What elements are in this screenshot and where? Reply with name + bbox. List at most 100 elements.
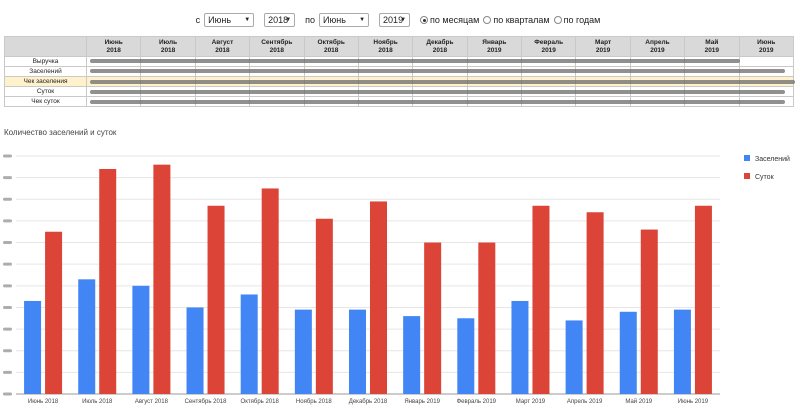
redaction-scribble	[90, 69, 785, 73]
column-month: Апрель	[645, 38, 670, 46]
redaction-scribble	[90, 100, 785, 104]
bar-zaselenii	[186, 307, 204, 394]
y-tick-redacted	[3, 176, 12, 180]
row-label: Заселений	[4, 66, 87, 77]
chevron-down-icon: ▼	[359, 17, 366, 23]
column-year: 2018	[215, 46, 230, 54]
chart-title: Количество заселений и суток	[4, 128, 117, 137]
from-year-select[interactable]: 2018 ▼	[264, 13, 296, 27]
row-label: Чек суток	[4, 96, 87, 107]
y-tick-redacted	[3, 241, 12, 245]
bar-zaselenii	[565, 320, 583, 394]
legend-swatch	[744, 155, 750, 161]
bar-sutok	[478, 242, 496, 394]
x-tick-label: Май 2019	[625, 398, 652, 405]
x-tick-label: Июнь 2018	[28, 399, 59, 405]
to-month-select[interactable]: Июнь ▼	[319, 13, 370, 27]
column-month: Ноябрь	[373, 38, 398, 46]
column-month: Сентябрь	[261, 38, 293, 46]
column-month: Июнь	[757, 38, 776, 46]
column-header: Январь 2019	[466, 36, 523, 57]
to-year-value: 2019	[383, 15, 404, 25]
x-tick-label: Сентябрь 2018	[185, 399, 228, 405]
chevron-down-icon: ▼	[400, 17, 407, 23]
bar-sutok	[370, 201, 387, 394]
column-year: 2018	[378, 46, 393, 54]
bar-sutok	[424, 242, 442, 394]
column-month: Декабрь	[426, 38, 454, 46]
x-tick-label: Июнь 2019	[678, 399, 709, 405]
bar-sutok	[261, 188, 279, 394]
column-month: Март	[594, 38, 612, 46]
summary-header-row: Июнь 2018 Июль 2018 Август 2018 Сентябрь 2018 Ок…	[4, 36, 794, 57]
x-tick-label: Февраль 2019	[457, 399, 497, 405]
column-month: Август	[211, 38, 234, 46]
x-tick-label: Август 2018	[135, 399, 169, 405]
y-tick-redacted	[3, 219, 12, 223]
column-header: Октябрь 2018	[303, 36, 359, 57]
column-year: 2018	[323, 46, 339, 54]
mode-radio-monthly[interactable]: по месяцам	[420, 15, 479, 25]
mode-radio-yearly[interactable]: по годам	[553, 15, 601, 25]
y-tick-redacted	[3, 305, 12, 309]
x-tick-label: Октябрь 2018	[241, 399, 280, 405]
bar-zaselenii	[457, 318, 475, 394]
legend-swatch	[744, 173, 750, 179]
column-header: Август 2018	[194, 36, 251, 57]
bar-zaselenii	[78, 279, 96, 394]
column-header: Июнь 2018	[85, 36, 142, 57]
bar-sutok	[586, 212, 604, 394]
column-year: 2019	[704, 46, 720, 54]
y-tick-redacted	[3, 327, 12, 331]
bar-sutok	[532, 205, 550, 394]
y-tick-redacted	[3, 370, 12, 374]
to-year-select[interactable]: 2019 ▼	[379, 13, 411, 27]
column-month: Февраль	[534, 38, 564, 46]
column-year: 2019	[541, 46, 556, 54]
chevron-down-icon: ▼	[244, 17, 251, 23]
column-year: 2019	[487, 46, 502, 54]
bar-sutok	[694, 205, 712, 394]
radio-selected-icon	[420, 16, 429, 24]
column-year: 2019	[595, 46, 611, 54]
bar-zaselenii	[511, 300, 529, 394]
column-year: 2018	[432, 46, 448, 54]
redacted-cell	[738, 56, 794, 67]
bar-sutok	[315, 218, 333, 394]
from-month-select[interactable]: Июнь ▼	[204, 13, 255, 27]
row-label: Чек заселения	[4, 76, 87, 87]
column-month: Октябрь	[317, 38, 345, 46]
radio-icon	[553, 16, 562, 24]
column-year: 2019	[650, 46, 665, 54]
y-tick-redacted	[3, 349, 12, 353]
redaction-scribble	[90, 80, 795, 84]
to-label: по	[305, 15, 316, 25]
column-header: Декабрь 2018	[412, 36, 468, 57]
column-header: Сентябрь 2018	[249, 36, 305, 57]
bar-sutok	[207, 205, 225, 394]
y-tick-redacted	[3, 284, 12, 288]
column-month: Май	[705, 38, 719, 46]
column-header: Июль 2018	[140, 36, 196, 57]
mode-label: по годам	[563, 15, 601, 25]
x-tick-label: Ноябрь 2018	[296, 399, 332, 405]
mode-label: по кварталам	[493, 15, 550, 25]
to-month-value: Июнь	[323, 15, 346, 25]
chevron-down-icon: ▼	[285, 17, 292, 23]
mode-radio-quarterly[interactable]: по кварталам	[483, 15, 550, 25]
period-filter-bar: с Июнь ▼ 2018 ▼ по Июнь ▼ 2019 ▼ по меся…	[0, 12, 800, 28]
column-header: Февраль 2019	[520, 36, 577, 57]
bar-zaselenii	[294, 309, 312, 394]
y-tick-redacted	[3, 197, 12, 201]
column-header: Май 2019	[684, 36, 740, 57]
bar-zaselenii	[673, 309, 691, 394]
column-month: Июнь	[104, 38, 123, 46]
column-header: Июнь 2019	[738, 36, 794, 57]
column-header: Март 2019	[575, 36, 631, 57]
x-tick-label: Декабрь 2018	[349, 399, 388, 405]
bar-chart: Июнь 2018 Июль 2018 Август 2018 Сентябрь 20…	[3, 154, 790, 405]
redaction-scribble	[90, 59, 740, 63]
column-header: Ноябрь 2018	[357, 36, 414, 57]
radio-icon	[483, 16, 492, 24]
bar-zaselenii	[403, 316, 421, 394]
